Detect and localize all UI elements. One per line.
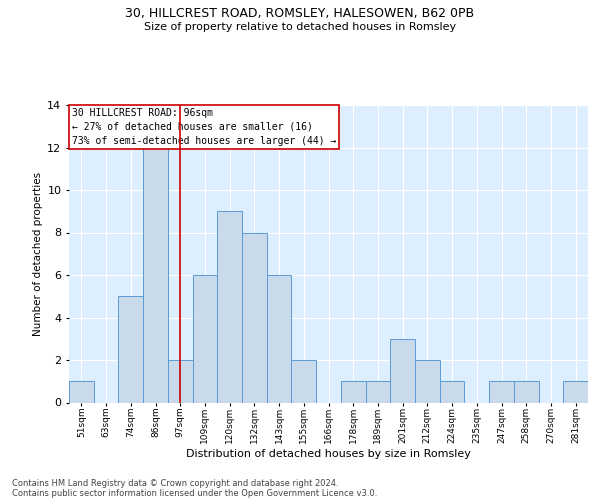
Bar xyxy=(69,381,94,402)
Bar xyxy=(292,360,316,403)
Bar xyxy=(193,275,217,402)
Text: Size of property relative to detached houses in Romsley: Size of property relative to detached ho… xyxy=(144,22,456,32)
Y-axis label: Number of detached properties: Number of detached properties xyxy=(33,172,43,336)
Bar xyxy=(168,360,193,403)
Bar xyxy=(242,232,267,402)
Bar xyxy=(118,296,143,403)
Bar xyxy=(514,381,539,402)
Text: Contains HM Land Registry data © Crown copyright and database right 2024.: Contains HM Land Registry data © Crown c… xyxy=(12,478,338,488)
Bar xyxy=(217,211,242,402)
Bar xyxy=(365,381,390,402)
Bar xyxy=(440,381,464,402)
Text: 30 HILLCREST ROAD: 96sqm
← 27% of detached houses are smaller (16)
73% of semi-d: 30 HILLCREST ROAD: 96sqm ← 27% of detach… xyxy=(71,108,336,146)
X-axis label: Distribution of detached houses by size in Romsley: Distribution of detached houses by size … xyxy=(186,448,471,458)
Bar xyxy=(390,339,415,402)
Bar xyxy=(415,360,440,403)
Bar xyxy=(341,381,365,402)
Bar xyxy=(489,381,514,402)
Text: 30, HILLCREST ROAD, ROMSLEY, HALESOWEN, B62 0PB: 30, HILLCREST ROAD, ROMSLEY, HALESOWEN, … xyxy=(125,8,475,20)
Text: Contains public sector information licensed under the Open Government Licence v3: Contains public sector information licen… xyxy=(12,488,377,498)
Bar xyxy=(267,275,292,402)
Bar xyxy=(563,381,588,402)
Bar xyxy=(143,148,168,402)
